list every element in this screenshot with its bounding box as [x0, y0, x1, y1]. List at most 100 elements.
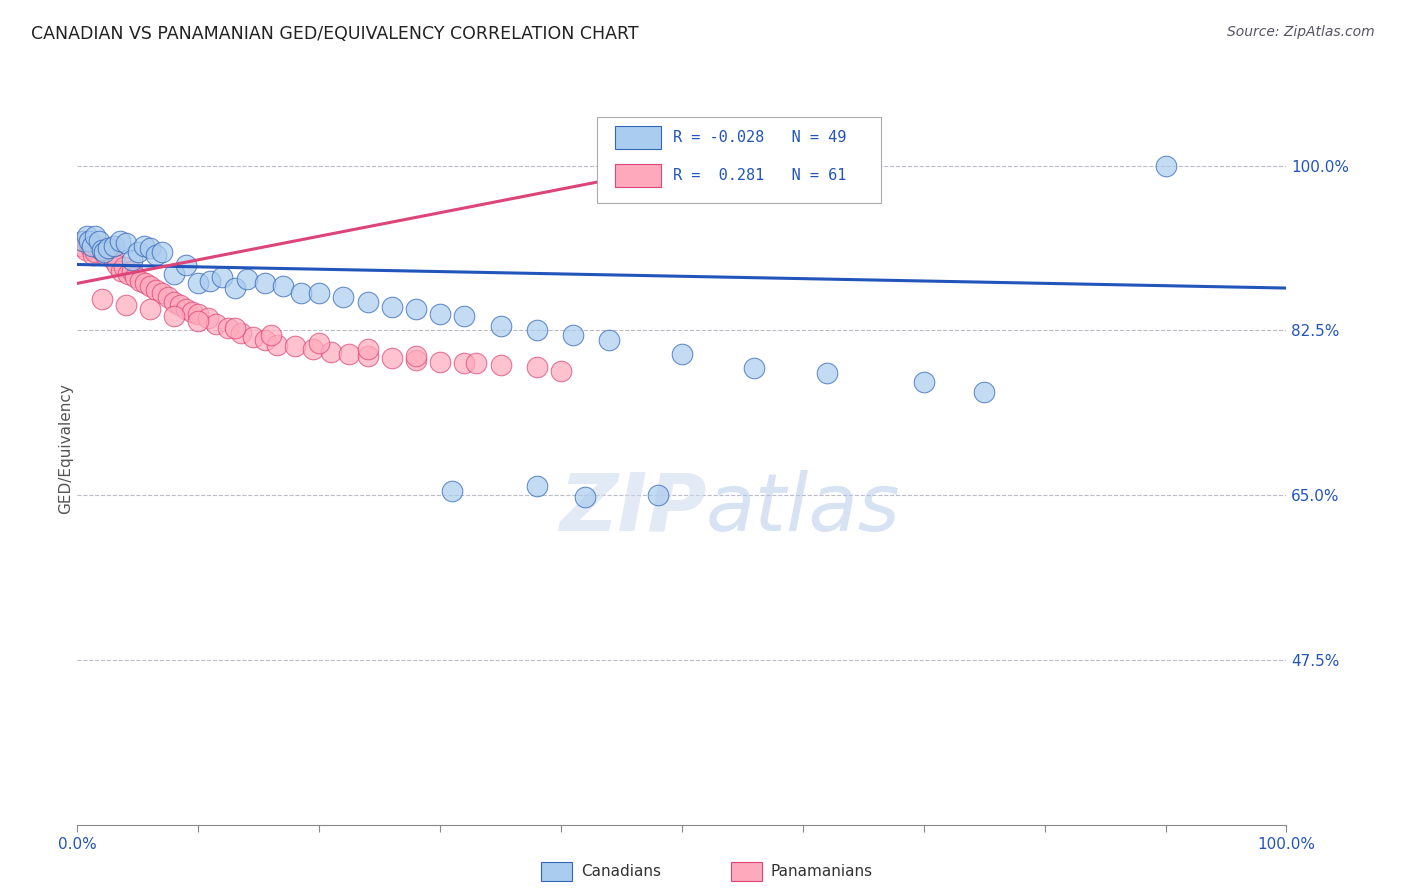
- Text: Canadians: Canadians: [581, 864, 661, 879]
- Bar: [616, 127, 661, 149]
- Point: [647, 488, 669, 502]
- Point: [526, 323, 548, 337]
- Point: [381, 300, 404, 314]
- Point: [405, 301, 427, 316]
- Point: [79, 234, 101, 248]
- Point: [80, 238, 103, 252]
- Point: [224, 320, 246, 334]
- Point: [181, 304, 204, 318]
- Point: [84, 229, 107, 244]
- Point: [174, 258, 197, 272]
- Point: [117, 267, 139, 281]
- Point: [339, 347, 360, 361]
- Text: R = -0.028   N = 49: R = -0.028 N = 49: [673, 130, 846, 145]
- Point: [441, 483, 464, 498]
- Point: [465, 356, 488, 370]
- Point: [815, 366, 838, 380]
- Point: [242, 330, 264, 344]
- Text: Source: ZipAtlas.com: Source: ZipAtlas.com: [1227, 25, 1375, 39]
- Point: [163, 267, 186, 281]
- Point: [121, 264, 143, 278]
- Point: [200, 273, 222, 287]
- Point: [211, 269, 233, 284]
- Point: [145, 283, 167, 297]
- Point: [187, 308, 209, 322]
- Point: [197, 311, 219, 326]
- Point: [224, 281, 246, 295]
- Point: [174, 301, 197, 316]
- Point: [356, 295, 378, 310]
- Point: [526, 479, 548, 493]
- Point: [87, 234, 110, 248]
- Point: [90, 293, 112, 307]
- Point: [260, 328, 283, 343]
- Point: [124, 269, 146, 284]
- Point: [134, 277, 156, 291]
- Point: [271, 279, 294, 293]
- Text: R =  0.281   N = 61: R = 0.281 N = 61: [673, 168, 846, 183]
- Point: [82, 248, 104, 262]
- Point: [356, 343, 378, 357]
- FancyBboxPatch shape: [598, 117, 882, 203]
- Point: [89, 238, 111, 252]
- Point: [150, 285, 173, 300]
- Point: [550, 364, 572, 378]
- Text: Panamanians: Panamanians: [770, 864, 873, 879]
- Point: [266, 337, 288, 351]
- Point: [308, 335, 330, 350]
- Point: [103, 238, 125, 252]
- Point: [132, 238, 155, 252]
- Point: [72, 234, 94, 248]
- Point: [1154, 159, 1177, 173]
- Point: [744, 361, 766, 376]
- Point: [302, 343, 325, 357]
- Point: [356, 349, 378, 363]
- Point: [163, 295, 186, 310]
- Point: [94, 248, 117, 262]
- Point: [671, 347, 693, 361]
- Point: [150, 245, 173, 260]
- Point: [76, 229, 98, 244]
- Point: [381, 351, 404, 365]
- Point: [321, 345, 343, 359]
- Point: [453, 310, 475, 324]
- Point: [187, 277, 209, 291]
- Bar: [616, 164, 661, 186]
- Point: [489, 359, 512, 373]
- Point: [72, 234, 94, 248]
- Point: [79, 242, 101, 256]
- Point: [235, 271, 257, 285]
- Point: [75, 244, 97, 258]
- Point: [77, 235, 100, 250]
- Point: [70, 238, 93, 252]
- Point: [96, 245, 118, 260]
- Point: [90, 244, 112, 258]
- Point: [429, 308, 451, 322]
- Point: [139, 279, 162, 293]
- Point: [253, 333, 276, 347]
- Point: [218, 320, 240, 334]
- Point: [139, 242, 162, 256]
- Point: [98, 242, 121, 256]
- Point: [93, 245, 115, 260]
- Point: [129, 273, 152, 287]
- Point: [127, 245, 149, 260]
- Y-axis label: GED/Equivalency: GED/Equivalency: [58, 383, 73, 514]
- Point: [284, 339, 307, 353]
- Point: [87, 242, 110, 256]
- Text: CANADIAN VS PANAMANIAN GED/EQUIVALENCY CORRELATION CHART: CANADIAN VS PANAMANIAN GED/EQUIVALENCY C…: [31, 25, 638, 43]
- Point: [157, 291, 180, 305]
- Point: [205, 317, 228, 331]
- Point: [96, 242, 118, 256]
- Point: [308, 285, 330, 300]
- Point: [84, 245, 107, 260]
- Point: [145, 248, 167, 262]
- Point: [598, 333, 620, 347]
- Point: [110, 264, 132, 278]
- Point: [453, 356, 475, 370]
- Point: [973, 384, 995, 399]
- Point: [108, 234, 131, 248]
- Point: [912, 376, 935, 390]
- Point: [405, 349, 427, 363]
- Point: [562, 328, 585, 343]
